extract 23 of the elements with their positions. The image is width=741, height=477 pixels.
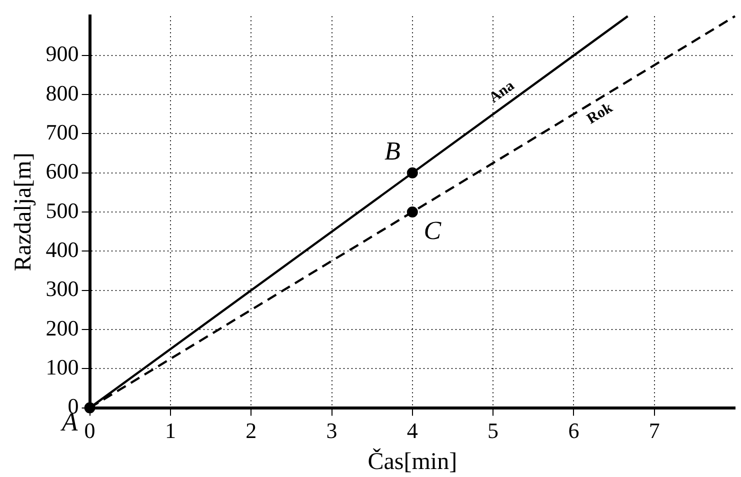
y-axis-title: Razdalja[m]: [10, 152, 37, 272]
x-tick-label: 4: [406, 418, 418, 443]
x-tick-label: 2: [246, 418, 257, 443]
x-tick-label: 5: [488, 418, 499, 443]
x-tick-label: 6: [568, 418, 580, 443]
y-tick-label: 700: [46, 119, 79, 144]
annotation: B: [384, 136, 400, 166]
y-tick-label: 800: [46, 80, 79, 106]
x-tick-label: 0: [84, 418, 96, 443]
annotation: C: [424, 216, 442, 245]
text: Rok: [584, 100, 616, 128]
y-tick-label: 900: [46, 41, 79, 66]
text: Ana: [486, 78, 518, 106]
x-tick-label: 3: [326, 418, 338, 443]
y-tick-label: 500: [46, 198, 79, 223]
x-tick-label: 7: [648, 418, 660, 443]
y-tick-label: 300: [46, 276, 79, 302]
y-tick-label: 200: [46, 315, 79, 340]
y-tick-label: 400: [46, 236, 79, 262]
x-tick-label: 1: [164, 418, 176, 443]
y-tick-label: 100: [46, 354, 79, 380]
x-axis-title: Čas[min]: [368, 448, 458, 475]
y-tick-label: 600: [46, 158, 79, 184]
